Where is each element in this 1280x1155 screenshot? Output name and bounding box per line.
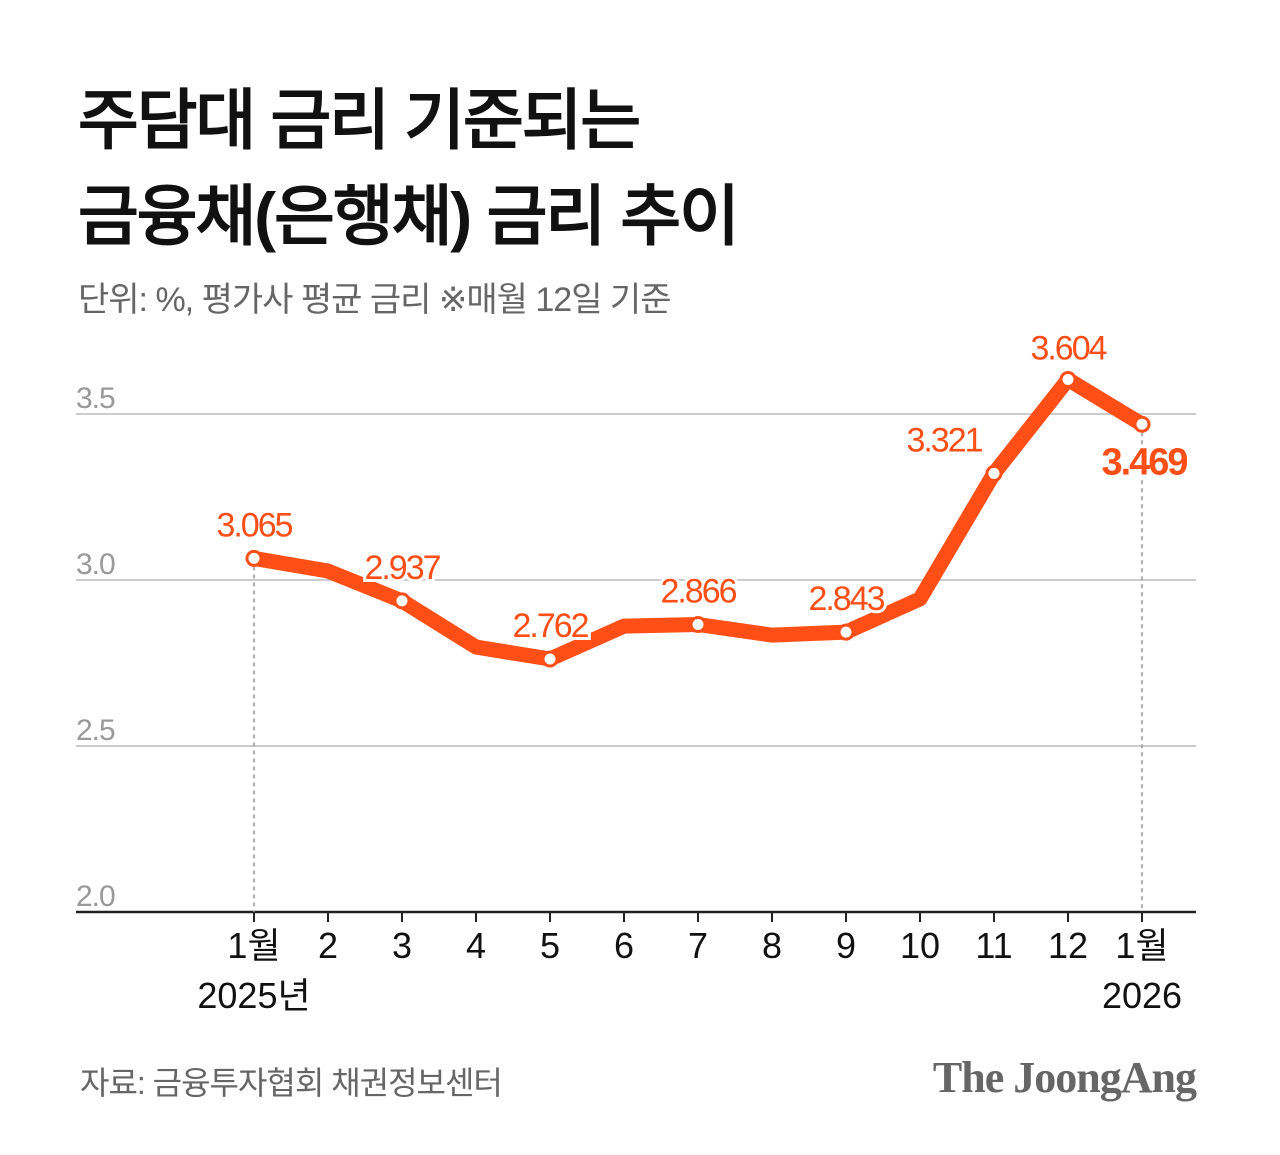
data-label: 3.321: [906, 421, 982, 459]
data-label: 3.469: [1101, 441, 1187, 483]
x-tick-label: 6: [614, 925, 634, 966]
chart-subtitle: 단위: %, 평가사 평균 금리 ※매월 12일 기준: [78, 281, 671, 319]
data-label: 3.065: [216, 506, 292, 544]
x-tick-label: 11: [975, 925, 1012, 966]
x-tick-label: 4: [466, 925, 486, 966]
x-tick-label: 3: [392, 925, 412, 966]
data-label: 2.843: [808, 580, 884, 618]
data-point: [245, 549, 263, 567]
data-label: 2.937: [364, 549, 440, 587]
data-label: 2.762: [512, 607, 588, 645]
data-point: [541, 650, 559, 668]
x-tick-label: 12: [1048, 925, 1088, 966]
data-point: [1133, 415, 1151, 433]
x-tick-label: 9: [836, 925, 856, 966]
x-tick-label: 1월: [227, 925, 280, 966]
chart-title: 주담대 금리 기준되는 금융채(은행채) 금리 추이: [78, 72, 740, 264]
year-label: 2026: [1102, 975, 1182, 1016]
publisher-logo: The JoongAng: [932, 1053, 1197, 1102]
x-tick-label: 2: [318, 925, 338, 966]
year-label: 2025년: [197, 975, 310, 1016]
x-tick-label: 1월: [1115, 925, 1168, 966]
title-line-1: 주담대 금리 기준되는: [78, 83, 641, 157]
x-tick-label: 10: [900, 925, 940, 966]
x-tick-label: 5: [540, 925, 560, 966]
source-note: 자료: 금융투자협회 채권정보센터: [80, 1065, 503, 1101]
data-point: [393, 592, 411, 610]
y-tick-label: 2.5: [76, 714, 115, 747]
data-point: [985, 464, 1003, 482]
data-point: [837, 623, 855, 641]
data-label: 3.604: [1030, 329, 1106, 367]
y-tick-label: 3.5: [76, 382, 115, 415]
title-line-2: 금융채(은행채) 금리 추이: [78, 179, 740, 253]
data-point: [689, 615, 707, 633]
data-label: 2.866: [660, 572, 736, 610]
x-tick-label: 8: [762, 925, 782, 966]
x-tick-label: 7: [688, 925, 708, 966]
y-tick-label: 3.0: [76, 548, 115, 581]
y-tick-label: 2.0: [76, 880, 115, 913]
data-point: [1059, 370, 1077, 388]
